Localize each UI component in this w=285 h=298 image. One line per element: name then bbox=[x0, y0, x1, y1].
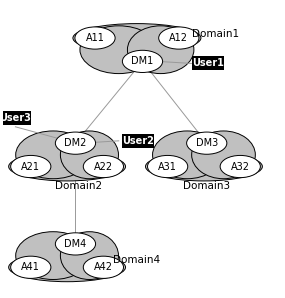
Ellipse shape bbox=[146, 152, 262, 181]
Text: DM3: DM3 bbox=[196, 138, 218, 148]
Text: User3: User3 bbox=[0, 113, 31, 123]
Ellipse shape bbox=[122, 50, 163, 72]
Ellipse shape bbox=[55, 132, 95, 154]
FancyBboxPatch shape bbox=[0, 111, 31, 125]
Text: A12: A12 bbox=[169, 33, 188, 43]
Ellipse shape bbox=[60, 131, 119, 179]
Text: Domain1: Domain1 bbox=[192, 29, 239, 39]
Text: Domain4: Domain4 bbox=[113, 255, 160, 265]
Ellipse shape bbox=[73, 24, 201, 52]
Text: DM2: DM2 bbox=[64, 138, 87, 148]
Text: User2: User2 bbox=[122, 136, 154, 146]
Ellipse shape bbox=[187, 132, 227, 154]
Text: DM1: DM1 bbox=[131, 56, 154, 66]
Text: A31: A31 bbox=[158, 162, 177, 172]
Text: A41: A41 bbox=[21, 262, 40, 272]
Text: DM4: DM4 bbox=[64, 239, 87, 249]
Text: A11: A11 bbox=[86, 33, 105, 43]
Ellipse shape bbox=[220, 156, 260, 178]
Ellipse shape bbox=[9, 253, 125, 282]
Ellipse shape bbox=[127, 26, 194, 74]
Text: A21: A21 bbox=[21, 162, 40, 172]
Ellipse shape bbox=[83, 156, 123, 178]
Text: A42: A42 bbox=[94, 262, 113, 272]
Ellipse shape bbox=[192, 131, 255, 179]
Ellipse shape bbox=[83, 256, 123, 278]
Ellipse shape bbox=[159, 27, 199, 49]
Text: Domain3: Domain3 bbox=[183, 181, 230, 190]
Ellipse shape bbox=[148, 156, 188, 178]
FancyBboxPatch shape bbox=[122, 134, 154, 148]
Ellipse shape bbox=[55, 233, 95, 255]
Ellipse shape bbox=[11, 156, 51, 178]
Text: A22: A22 bbox=[94, 162, 113, 172]
Ellipse shape bbox=[11, 256, 51, 278]
Ellipse shape bbox=[9, 152, 125, 181]
Ellipse shape bbox=[152, 131, 222, 179]
Ellipse shape bbox=[16, 232, 91, 280]
Text: Domain2: Domain2 bbox=[55, 181, 102, 190]
Ellipse shape bbox=[75, 27, 115, 49]
Ellipse shape bbox=[16, 131, 91, 179]
Ellipse shape bbox=[80, 26, 158, 74]
Text: A32: A32 bbox=[231, 162, 250, 172]
Ellipse shape bbox=[60, 232, 119, 280]
Text: User1: User1 bbox=[192, 58, 224, 69]
FancyBboxPatch shape bbox=[192, 56, 224, 70]
